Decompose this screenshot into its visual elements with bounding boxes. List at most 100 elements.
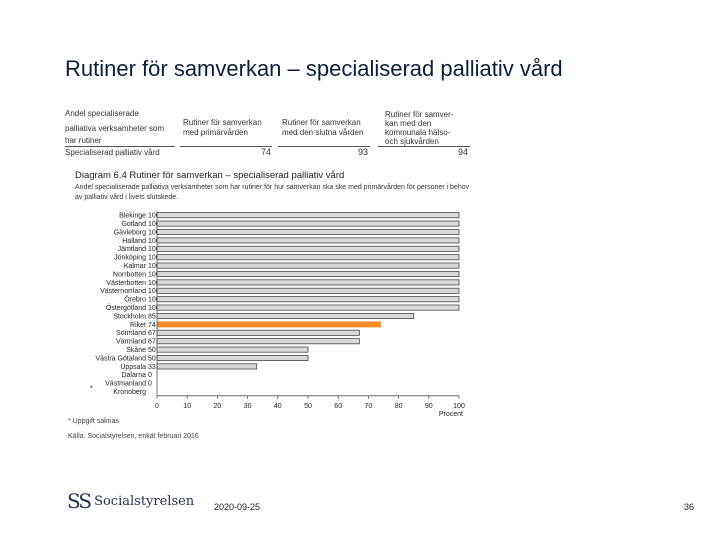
bar: [156, 245, 460, 252]
row-divider: [65, 146, 175, 147]
col2-value: 93: [358, 147, 369, 157]
category-label: Gävleborg: [114, 229, 146, 236]
bar: [156, 363, 258, 370]
category-label: Dalarna: [121, 372, 146, 379]
col1-header-line1: Rutiner för samverkan: [183, 118, 262, 127]
logo-mark-icon: SS: [67, 489, 92, 513]
bar: [156, 228, 460, 235]
value-label: 33: [148, 364, 156, 371]
x-tick-label: 70: [365, 403, 373, 410]
x-tick-label: 20: [214, 403, 222, 410]
summary-row-label-4: Specialiserad palliativ vård: [65, 148, 160, 157]
category-label: Västra Götaland: [95, 355, 146, 362]
value-label: 100: [148, 263, 160, 270]
category-label: Halland: [122, 238, 146, 245]
row-divider: [278, 146, 370, 147]
bar: [156, 346, 309, 353]
value-label: 100: [148, 305, 160, 312]
x-tick-label: 60: [334, 403, 342, 410]
value-label: 67: [148, 330, 156, 337]
value-label: 100: [148, 221, 160, 228]
value-label: 100: [148, 213, 160, 220]
summary-row-label-3: har rutiner: [65, 136, 102, 145]
slide-title: Rutiner för samverkan – specialiserad pa…: [65, 56, 563, 81]
value-label: 100: [148, 229, 160, 236]
category-label: Kronoberg: [113, 389, 146, 396]
category-label: Gotland: [121, 221, 146, 228]
col3-header-line2: kan med den: [385, 119, 432, 128]
category-label: Norrbotten: [113, 271, 146, 278]
col3-header-line4: och sjukvården: [385, 137, 439, 146]
value-label: 100: [148, 288, 160, 295]
diagram-subtitle: Diagram 6.4 Rutiner för samverkan – spec…: [75, 170, 345, 181]
category-label: Västmanland: [105, 381, 146, 388]
value-label: 67: [148, 339, 156, 346]
bar: [156, 354, 309, 361]
category-label: Västernorrland: [100, 288, 146, 295]
col1-header-line2: med primärvården: [183, 128, 248, 137]
page-number: 36: [684, 502, 695, 512]
category-label: Skåne: [126, 346, 146, 354]
category-label: Stockholm: [113, 313, 146, 320]
diagram-description: Andel specialiserade palliativa verksamh…: [75, 184, 470, 201]
x-tick-label: 30: [244, 403, 252, 410]
x-axis-title: Procent: [439, 411, 463, 418]
col3-header-line1: Rutiner för samver-: [385, 110, 454, 119]
x-tick-label: 80: [395, 403, 403, 410]
x-tick-label: 10: [183, 403, 191, 410]
bar: [156, 270, 460, 277]
bar: [156, 304, 460, 311]
bar: [156, 287, 460, 294]
category-label: Sörmland: [116, 330, 146, 337]
bar: [156, 262, 460, 269]
category-label: Västerbotten: [106, 280, 146, 287]
summary-row-label-1: Andel specialiserade: [65, 109, 139, 118]
value-label: 100: [148, 238, 160, 245]
value-label: 50: [148, 355, 156, 362]
value-label: 0: [148, 372, 152, 379]
bar: [156, 338, 360, 345]
category-label: Värmland: [116, 339, 146, 346]
bar: [156, 296, 460, 303]
summary-row-label-2: palliativa verksamheter som: [65, 124, 165, 133]
x-tick-label: 90: [425, 403, 433, 410]
x-tick-label: 0: [155, 403, 159, 410]
bar: [156, 329, 360, 336]
value-label: 100: [148, 297, 160, 304]
socialstyrelsen-logo: SS Socialstyrelsen: [67, 489, 194, 513]
bar: [156, 254, 460, 261]
bar: [156, 220, 460, 227]
source-note: Källa: Socialstyrelsen, enkät februari 2…: [68, 433, 199, 440]
category-label: Uppsala: [120, 364, 146, 371]
col2-header-line1: Rutiner för samverkan: [282, 118, 361, 127]
row-divider: [180, 146, 272, 147]
category-label: Jönköping: [114, 255, 146, 262]
bar: [156, 312, 415, 319]
footnote: * Uppgift saknas: [68, 418, 119, 425]
category-label: Örebro: [124, 296, 146, 304]
bar: [156, 321, 381, 328]
col3-value: 94: [458, 147, 469, 157]
x-tick-label: 50: [304, 403, 312, 410]
category-label: Kalmar: [124, 263, 147, 270]
category-label: Östergötland: [106, 304, 146, 312]
x-tick-label: 40: [274, 403, 282, 410]
value-label: 85: [148, 313, 156, 320]
value-label: 74: [148, 322, 156, 329]
value-label: 100: [148, 246, 160, 253]
col3-header-line3: kommunala hälso-: [385, 128, 451, 137]
bar: [156, 237, 460, 244]
value-label: 100: [148, 255, 160, 262]
value-label: 0: [148, 381, 152, 388]
row-divider: [378, 146, 470, 147]
category-label: Jämtland: [118, 246, 147, 253]
value-label: 100: [148, 271, 160, 278]
logo-text: Socialstyrelsen: [94, 493, 195, 509]
category-label: Riket: [130, 322, 146, 329]
bar: [156, 279, 460, 286]
col2-header-line2: med den slutna vården: [282, 128, 364, 137]
value-label: 50: [148, 347, 156, 354]
slide-date: 2020-09-25: [214, 502, 261, 512]
x-tick-label: 100: [453, 403, 465, 410]
